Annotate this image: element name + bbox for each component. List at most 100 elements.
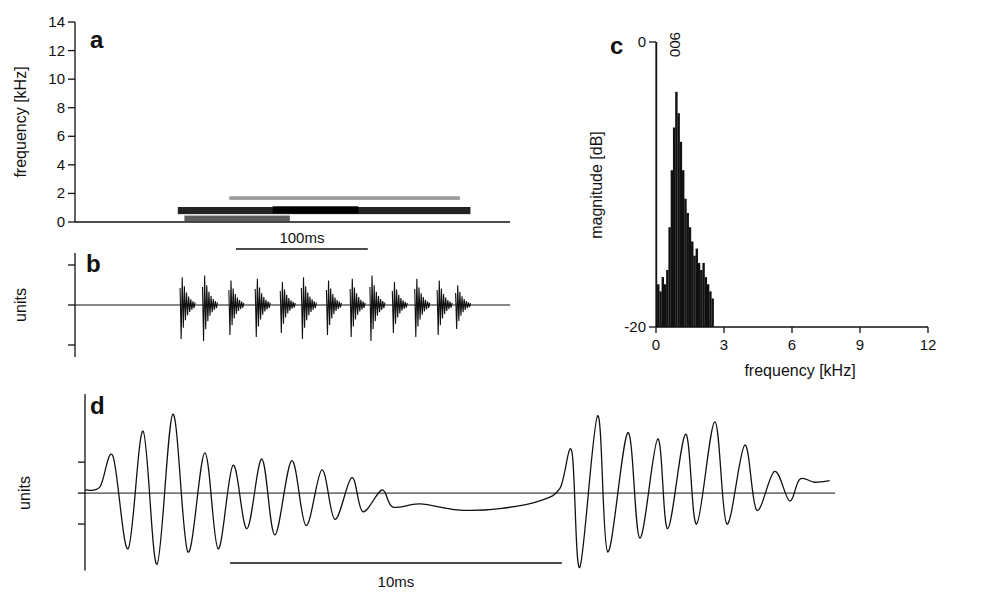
y-tick [649,326,656,327]
spectrum-bar [666,270,668,327]
y-tick [68,78,75,79]
scale-bar-label: 10ms [378,573,415,590]
spectrum-bar [705,277,707,327]
plot-marks [656,42,714,327]
y-tick [78,492,85,493]
pulse [326,280,341,335]
scale-bar [236,248,368,250]
pulse [415,279,430,337]
x-tick-label: 3 [720,336,728,353]
y-tick [68,193,75,194]
spectrum-bar [693,256,695,327]
x-tick [723,327,724,333]
y-tick-label: 0 [57,213,65,230]
spectrum-bar [673,128,675,328]
y-tick-label: 8 [57,99,65,116]
spectrum-bar [709,291,711,327]
y-tick-label: 6 [57,127,65,144]
x-tick-label: 0 [652,336,660,353]
spectrum-bar [700,270,702,327]
spectrum-bar [684,199,686,327]
y-tick [68,21,75,22]
y-tick-label: 14 [48,13,65,30]
spectrum-bar [687,213,689,327]
y-tick-label: 10 [48,70,65,87]
pulse [301,277,316,339]
spectrum-bar [677,113,679,327]
x-tick-label: 6 [788,336,796,353]
spectrum-bar [675,92,677,327]
panel-a: 0 2 4 6 8 10 12 14 100ms frequency [kHz] a [12,13,510,249]
spectrogram-band [273,206,359,213]
x-tick-label: 9 [856,336,864,353]
x-tick-label: 12 [920,336,937,353]
plot-marks [85,414,830,568]
panel-letter: d [90,392,105,419]
spectrum-bar [711,299,713,328]
pulse [255,279,270,337]
x-tick [859,327,860,333]
y-axis-title: units [12,288,29,322]
y-axis [74,22,75,222]
y-tick [68,344,75,345]
y-tick [68,221,75,222]
panel-letter: a [90,26,104,53]
panel-letter: b [86,250,101,277]
panel-letter: c [610,32,623,59]
spectrum-bar [682,170,684,327]
zero-line [75,305,510,306]
zero-line [85,493,835,494]
spectrum-bar [664,284,666,327]
y-tick [68,264,75,265]
figure: 0 2 4 6 8 10 12 14 100ms frequency [kHz] a units b -2… [0,0,1007,595]
plot-marks [180,276,471,341]
y-tick [68,164,75,165]
spectrum-bar [659,291,661,327]
spectrum-bar [680,142,682,327]
y-axis-title: frequency [kHz] [12,66,29,177]
spectrum-bar [668,227,670,327]
spectrum-bar [691,242,693,328]
y-tick-label: 2 [57,184,65,201]
y-tick [78,523,85,524]
spectrum-bar [662,277,664,327]
y-axis [84,394,85,571]
spectrogram-band [184,216,289,222]
spectrum-bar [657,284,659,327]
y-tick-label: 12 [48,42,65,59]
y-tick [68,304,75,305]
y-tick-label: -20 [624,318,646,335]
y-tick-label: 0 [638,33,646,50]
y-tick-label: 4 [57,156,65,173]
y-tick [68,50,75,51]
y-tick [78,461,85,462]
y-axis-title: magnitude [dB] [588,131,605,239]
scale-bar [230,562,562,564]
pulse [370,276,385,341]
x-tick [791,327,792,333]
waveform [85,414,830,568]
peak-annotation: 900 [667,32,684,57]
pulse [350,279,365,337]
pulse [180,277,195,339]
spectrum-bar [696,249,698,327]
spectrum-bar [671,170,673,327]
pulse [229,280,244,335]
y-tick [68,107,75,108]
spectrum-bar [707,284,709,327]
panel-c: -20 0 0 3 6 9 12 900 magnitude [dB] frequency [kH… [588,32,936,379]
spectrum-bar [689,227,691,327]
y-axis [655,42,656,327]
scale-bar-label: 100ms [279,229,324,246]
pulse [280,282,295,333]
pulse [456,285,471,329]
spectrum-bar [698,263,700,327]
spectrogram-band [229,196,460,200]
pulse [437,280,452,335]
x-tick [927,327,928,333]
pulse [203,276,218,341]
x-axis [75,221,510,222]
x-axis-title: frequency [kHz] [744,362,855,379]
spectrum-bar [656,42,657,327]
y-tick [649,41,656,42]
